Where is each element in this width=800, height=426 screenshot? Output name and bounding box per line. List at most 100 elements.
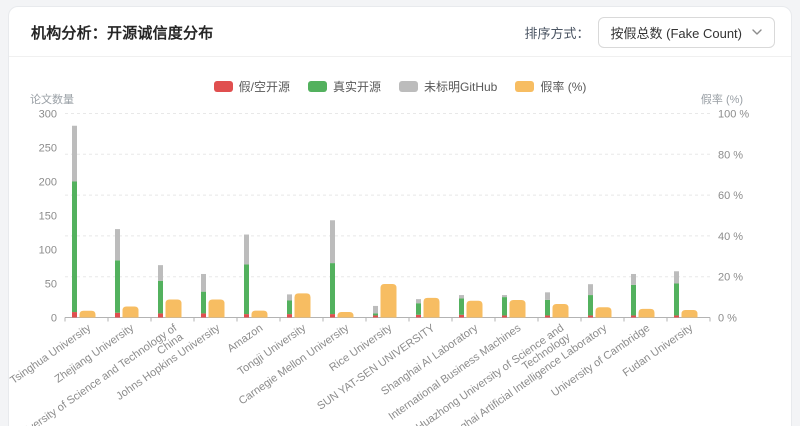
bar-segment[interactable] <box>502 315 507 318</box>
right-axis-name: 假率 (%) <box>701 92 743 106</box>
rate-bar[interactable] <box>79 310 96 318</box>
left-axis-tick: 300 <box>39 109 57 121</box>
bar-segment[interactable] <box>588 284 593 296</box>
bar-segment[interactable] <box>502 295 507 298</box>
rate-bar[interactable] <box>595 307 612 318</box>
bar-segment[interactable] <box>674 271 679 284</box>
bar-segment[interactable] <box>416 299 421 304</box>
bar-segment[interactable] <box>287 314 292 318</box>
bar-segment[interactable] <box>588 315 593 318</box>
right-axis-tick: 100 % <box>718 109 749 121</box>
rate-bar[interactable] <box>122 306 139 318</box>
legend-label: 未标明GitHub <box>424 80 498 94</box>
legend-label: 真实开源 <box>332 80 381 94</box>
bar-segment[interactable] <box>244 314 249 318</box>
bar-segment[interactable] <box>502 297 507 316</box>
bar-segment[interactable] <box>72 312 77 318</box>
bar-segment[interactable] <box>674 283 679 316</box>
rate-bar[interactable] <box>337 311 354 318</box>
left-axis-tick: 50 <box>45 279 57 291</box>
right-axis-tick: 40 % <box>718 231 743 243</box>
bar-segment[interactable] <box>459 295 464 299</box>
legend-item-fake[interactable]: 假/空开源 <box>213 78 290 95</box>
bar-segment[interactable] <box>201 313 206 318</box>
bar-segment[interactable] <box>631 273 636 285</box>
bar-segment[interactable] <box>330 314 335 318</box>
bar-segment[interactable] <box>373 305 378 314</box>
left-axis-tick: 100 <box>39 245 57 257</box>
right-axis-tick: 20 % <box>718 272 743 284</box>
category-label: Tsinghua University <box>8 322 93 387</box>
rate-bar[interactable] <box>208 299 225 318</box>
bar-segment[interactable] <box>287 300 292 315</box>
bar-segment[interactable] <box>158 280 163 314</box>
bar-segment[interactable] <box>545 299 550 316</box>
left-axis-tick: 0 <box>51 313 57 325</box>
rate-bar[interactable] <box>165 299 182 318</box>
sort-select[interactable]: 按假总数 (Fake Count) <box>597 16 775 48</box>
sort-control: 排序方式： 按假总数 (Fake Count) <box>524 16 775 48</box>
right-axis-tick: 60 % <box>718 190 743 202</box>
rate-bar[interactable] <box>294 293 311 318</box>
chart-card: 机构分析：开源诚信度分布 排序方式： 按假总数 (Fake Count) <box>8 6 792 426</box>
bar-segment[interactable] <box>373 315 378 318</box>
bar-segment[interactable] <box>674 315 679 318</box>
rate-bar[interactable] <box>251 310 268 318</box>
rate-bar[interactable] <box>552 304 569 318</box>
right-axis-tick: 0 % <box>718 313 737 325</box>
bar-segment[interactable] <box>330 220 335 264</box>
bar-segment[interactable] <box>287 294 292 301</box>
rate-bar[interactable] <box>380 284 397 318</box>
bar-segment[interactable] <box>72 181 77 313</box>
bar-segment[interactable] <box>201 273 206 292</box>
legend-label: 假/空开源 <box>238 80 290 94</box>
sort-select-value: 按假总数 (Fake Count) <box>610 25 742 41</box>
left-axis-tick: 150 <box>39 211 57 223</box>
bar-segment[interactable] <box>115 229 120 261</box>
bar-segment[interactable] <box>631 284 636 316</box>
bar-segment[interactable] <box>545 315 550 318</box>
sort-label: 排序方式： <box>524 25 590 41</box>
chevron-down-icon <box>752 29 762 35</box>
chart-legend: 假/空开源 真实开源 未标明GitHub 假率 (%) <box>0 78 800 95</box>
bar-segment[interactable] <box>244 234 249 265</box>
bar-segment[interactable] <box>631 315 636 318</box>
bar-segment[interactable] <box>115 312 120 318</box>
rate-bar[interactable] <box>509 299 526 318</box>
bar-segment[interactable] <box>459 314 464 318</box>
legend-label: 假率 (%) <box>540 80 587 94</box>
left-axis-name: 论文数量 <box>30 92 74 106</box>
legend-swatch-fake <box>213 81 233 92</box>
bar-segment[interactable] <box>158 265 163 281</box>
bar-segment[interactable] <box>330 263 335 315</box>
category-label: Amazon <box>225 322 265 355</box>
bar-segment[interactable] <box>158 313 163 318</box>
legend-swatch-rate <box>515 81 535 92</box>
legend-swatch-unmarked <box>399 81 418 92</box>
bar-segment[interactable] <box>416 314 421 318</box>
page-title: 机构分析：开源诚信度分布 <box>31 24 214 42</box>
legend-item-real[interactable]: 真实开源 <box>307 78 381 95</box>
left-axis-tick: 200 <box>39 177 57 189</box>
rate-bar[interactable] <box>466 300 483 318</box>
legend-item-rate[interactable]: 假率 (%) <box>515 78 586 95</box>
bar-segment[interactable] <box>115 260 120 313</box>
bar-segment[interactable] <box>416 303 421 315</box>
right-axis-tick: 80 % <box>718 149 743 161</box>
rate-bar[interactable] <box>638 308 655 318</box>
bar-segment[interactable] <box>201 291 206 314</box>
rate-bar[interactable] <box>423 297 440 318</box>
bar-segment[interactable] <box>459 298 464 315</box>
bar-segment[interactable] <box>72 125 77 182</box>
stacked-bar-chart[interactable]: 0 % 20 % 40 % 60 % 80 % 100 % 0 50 100 150 200 250 3… <box>0 60 800 426</box>
legend-swatch-real <box>307 81 327 92</box>
bar-segment[interactable] <box>588 295 593 316</box>
rate-bar[interactable] <box>681 309 698 318</box>
bar-segment[interactable] <box>545 292 550 300</box>
legend-item-unmarked[interactable]: 未标明GitHub <box>399 78 497 95</box>
bar-segment[interactable] <box>244 264 249 315</box>
left-axis-tick: 250 <box>39 143 57 155</box>
card-header: 机构分析：开源诚信度分布 排序方式： 按假总数 (Fake Count) <box>9 7 791 57</box>
bar-segment[interactable] <box>373 313 378 316</box>
